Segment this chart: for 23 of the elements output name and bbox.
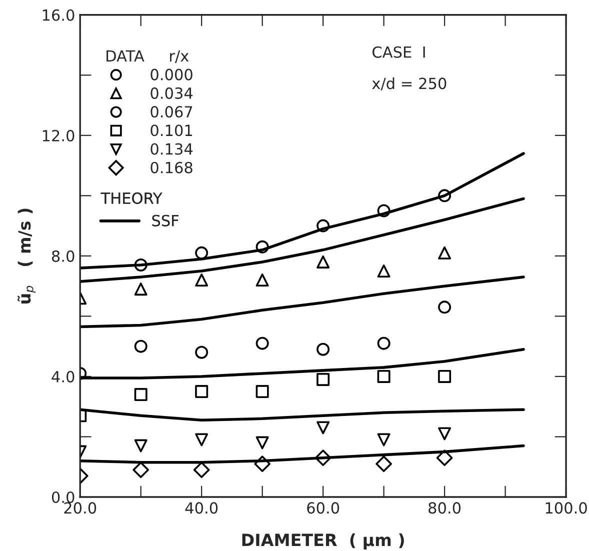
legend-label: 0.000 [150,68,192,80]
y-tick-label: 0.0 [52,491,74,504]
x-tick-label: 80.0 [428,502,461,514]
legend-label: 0.034 [150,87,193,99]
y-tick-label: 16.0 [42,9,74,21]
legend-label: 0.134 [150,143,193,155]
annotation: x/d = 250 [372,77,446,90]
legend-label: 0.067 [150,106,192,118]
legend-label: 0.101 [150,124,192,136]
x-tick-label: 100.0 [546,502,587,514]
x-axis-title: DIAMETER ( μm ) [242,533,404,550]
legend-title: DATA r/x [106,50,189,63]
y-tick-label: 4.0 [52,370,74,382]
annotation: CASE I [372,46,425,58]
text: ũ$_{p}$ ( m/s ) [18,208,36,304]
x-tick-label: 20.0 [64,502,96,514]
x-tick-label: 40.0 [185,502,218,514]
y-tick-label: 8.0 [52,250,74,262]
annotation: THEORY [100,192,162,204]
legend-label: SSF [152,214,179,226]
legend-label: 0.168 [150,162,192,174]
x-tick-label: 60.0 [307,502,340,514]
y-tick-label: 12.0 [42,130,74,142]
